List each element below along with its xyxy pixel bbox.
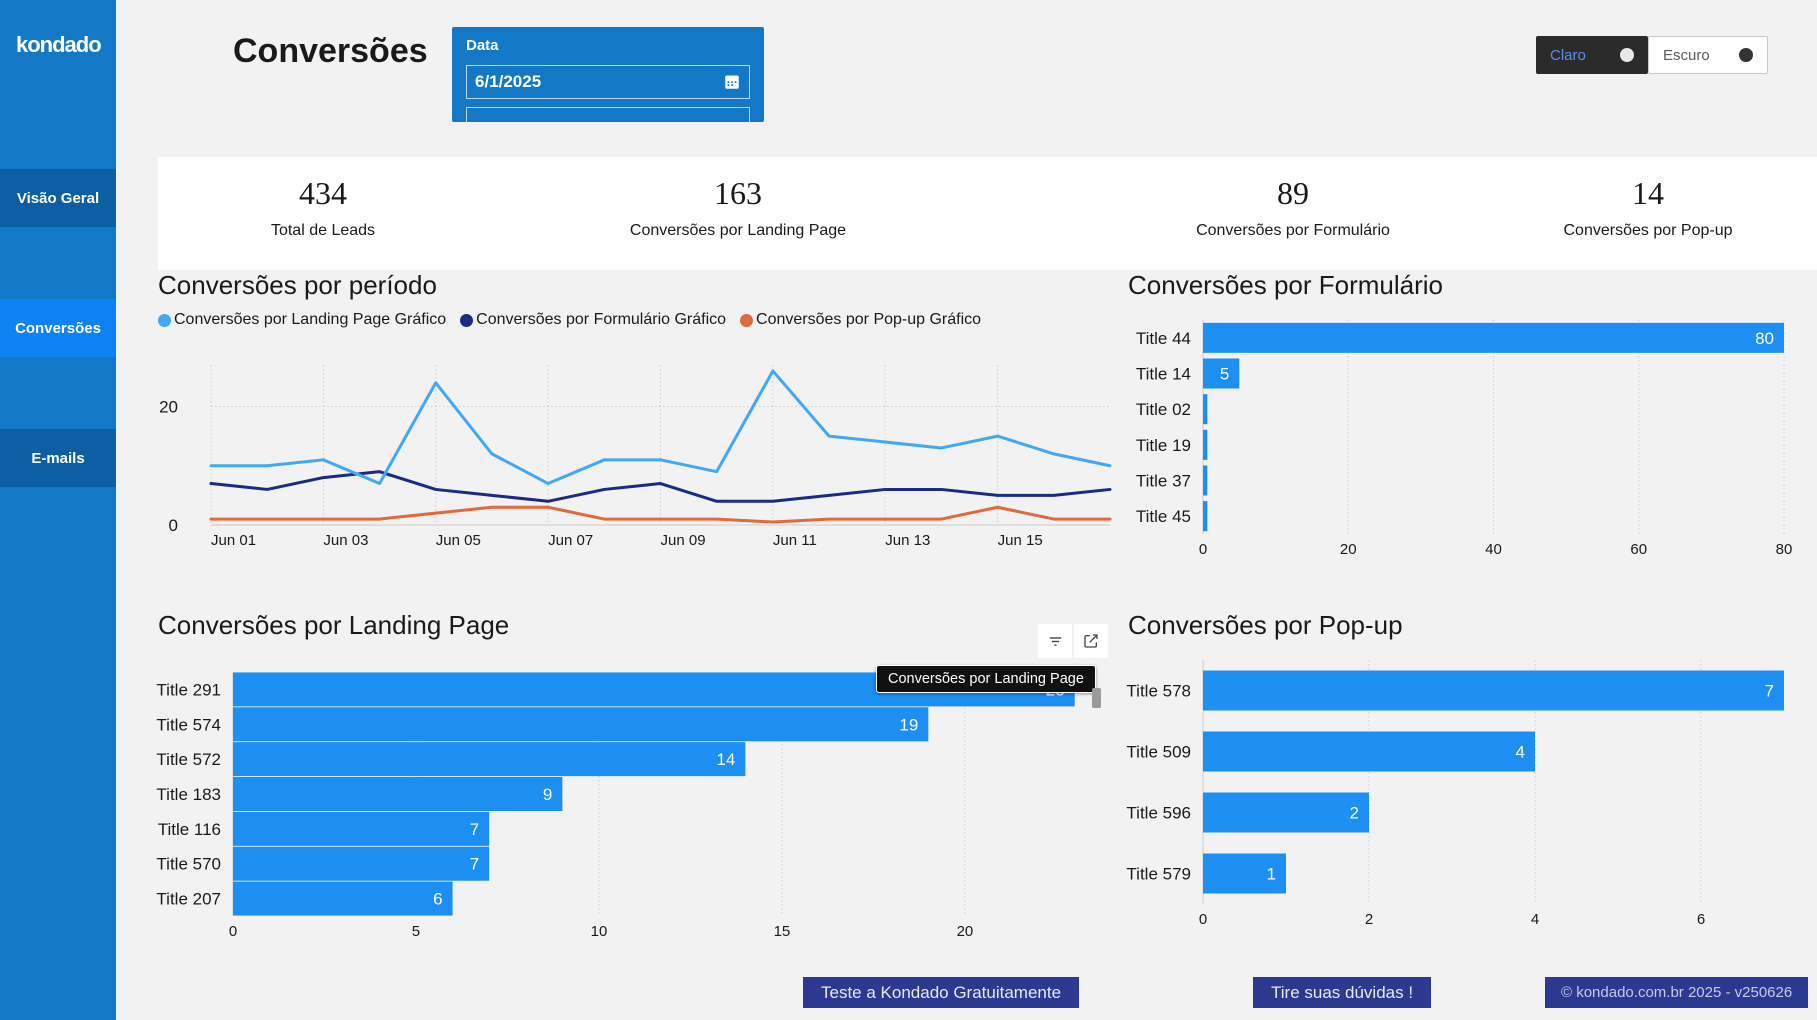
svg-text:7: 7 (470, 820, 479, 839)
svg-text:Title 207: Title 207 (156, 890, 221, 909)
svg-text:Title 19: Title 19 (1136, 436, 1191, 455)
svg-text:7: 7 (470, 855, 479, 874)
svg-text:Title 45: Title 45 (1136, 507, 1191, 526)
svg-text:Title 44: Title 44 (1136, 329, 1191, 348)
svg-text:80: 80 (1776, 541, 1793, 558)
svg-text:20: 20 (957, 923, 974, 940)
svg-text:Title 579: Title 579 (1126, 865, 1191, 884)
svg-text:9: 9 (543, 785, 552, 804)
svg-text:Jun 01: Jun 01 (211, 532, 256, 549)
svg-text:Title 37: Title 37 (1136, 472, 1191, 491)
svg-text:Title 183: Title 183 (156, 785, 221, 804)
svg-text:60: 60 (1630, 541, 1647, 558)
svg-text:4: 4 (1531, 911, 1539, 928)
svg-text:Title 509: Title 509 (1126, 743, 1191, 762)
svg-text:20: 20 (159, 397, 178, 416)
svg-text:2: 2 (1365, 911, 1373, 928)
svg-text:Title 291: Title 291 (156, 680, 221, 699)
svg-text:40: 40 (1485, 541, 1502, 558)
svg-text:14: 14 (716, 750, 735, 769)
svg-text:0: 0 (229, 923, 237, 940)
svg-text:Title 596: Title 596 (1126, 804, 1191, 823)
svg-text:10: 10 (591, 923, 608, 940)
svg-text:Jun 03: Jun 03 (323, 532, 368, 549)
svg-text:Title 02: Title 02 (1136, 400, 1191, 419)
svg-text:5: 5 (412, 923, 420, 940)
svg-text:6: 6 (1697, 911, 1705, 928)
svg-text:Jun 07: Jun 07 (548, 532, 593, 549)
svg-text:Title 570: Title 570 (156, 855, 221, 874)
svg-text:0: 0 (1199, 911, 1207, 928)
svg-text:Title 14: Title 14 (1136, 365, 1191, 384)
svg-text:6: 6 (433, 890, 442, 909)
svg-text:Title 116: Title 116 (158, 820, 221, 839)
svg-text:Jun 09: Jun 09 (661, 532, 706, 549)
svg-text:20: 20 (1340, 541, 1357, 558)
svg-text:Jun 05: Jun 05 (436, 532, 481, 549)
svg-text:2: 2 (1350, 804, 1359, 823)
svg-text:Title 572: Title 572 (156, 750, 221, 769)
svg-text:0: 0 (169, 516, 178, 535)
svg-text:Title 578: Title 578 (1126, 682, 1191, 701)
svg-text:Jun 15: Jun 15 (998, 532, 1043, 549)
svg-text:5: 5 (1220, 365, 1229, 384)
svg-text:Jun 13: Jun 13 (885, 532, 930, 549)
svg-text:4: 4 (1516, 743, 1525, 762)
svg-text:Jun 11: Jun 11 (773, 532, 817, 549)
svg-text:Title 574: Title 574 (156, 715, 221, 734)
svg-text:15: 15 (774, 923, 791, 940)
svg-text:0: 0 (1199, 541, 1207, 558)
svg-text:1: 1 (1267, 865, 1276, 884)
svg-text:80: 80 (1755, 329, 1774, 348)
svg-text:19: 19 (899, 715, 918, 734)
svg-text:7: 7 (1765, 682, 1774, 701)
